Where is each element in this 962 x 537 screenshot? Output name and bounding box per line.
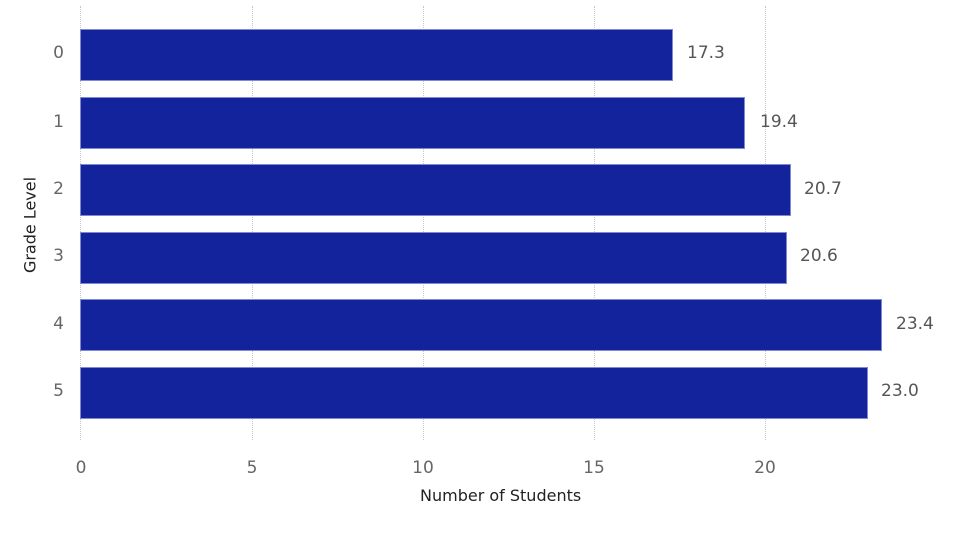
category-label: 1 — [53, 112, 64, 132]
gridline — [252, 6, 253, 440]
gridline — [80, 6, 81, 440]
category-label: 3 — [53, 246, 64, 266]
category-label: 2 — [53, 179, 64, 199]
x-axis-title: Number of Students — [420, 486, 582, 505]
x-tick: 15 — [583, 458, 605, 478]
bar[interactable] — [80, 232, 787, 284]
category-label: 5 — [53, 381, 64, 401]
gridline — [594, 6, 595, 440]
value-label: 20.6 — [800, 246, 838, 266]
value-label: 23.0 — [881, 381, 919, 401]
value-label: 23.4 — [896, 314, 934, 334]
gridline — [765, 6, 766, 440]
bar[interactable] — [80, 97, 745, 149]
bar[interactable] — [80, 367, 868, 419]
category-label: 0 — [53, 43, 64, 63]
bar[interactable] — [80, 29, 673, 81]
x-tick: 20 — [754, 458, 776, 478]
value-label: 17.3 — [687, 43, 725, 63]
x-tick: 10 — [412, 458, 434, 478]
value-label: 20.7 — [804, 179, 842, 199]
bar[interactable] — [80, 164, 791, 216]
x-tick: 5 — [246, 458, 258, 478]
y-axis-title: Grade Level — [20, 176, 40, 274]
gridline — [423, 6, 424, 440]
bar[interactable] — [80, 299, 882, 351]
value-label: 19.4 — [760, 112, 798, 132]
category-label: 4 — [53, 314, 64, 334]
x-tick: 0 — [75, 458, 87, 478]
